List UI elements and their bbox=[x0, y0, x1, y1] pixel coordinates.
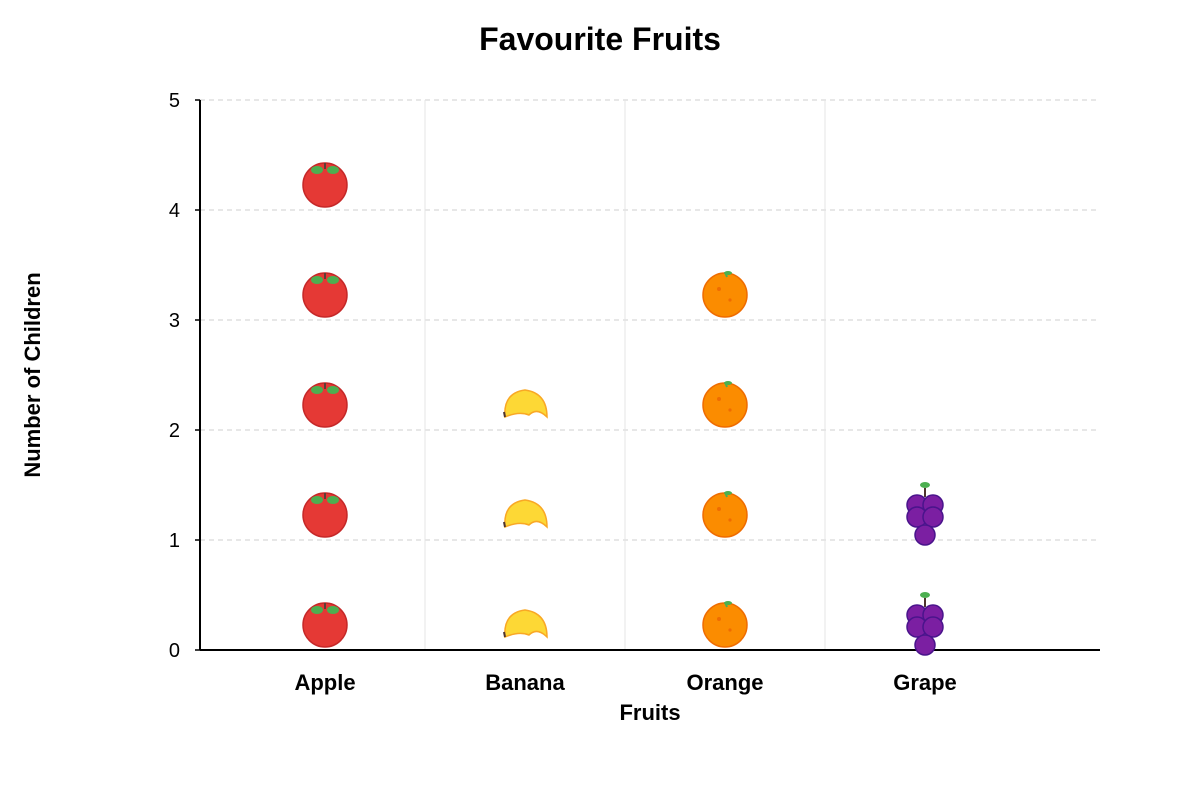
orange-icon bbox=[702, 381, 748, 428]
grid-lines bbox=[200, 99, 1100, 541]
x-tick-labels: Apple Banana Orange Grape bbox=[294, 670, 956, 695]
apple-icon bbox=[302, 272, 348, 318]
column-dividers bbox=[424, 100, 826, 650]
x-tick-label-banana: Banana bbox=[485, 670, 565, 695]
banana-icon bbox=[503, 609, 548, 639]
apple-icon bbox=[302, 382, 348, 428]
apple-icon bbox=[302, 162, 348, 208]
apple-icon bbox=[302, 492, 348, 538]
grape-icon bbox=[906, 592, 944, 656]
orange-icon bbox=[702, 271, 748, 318]
banana-icon bbox=[503, 499, 548, 529]
orange-icon bbox=[702, 491, 748, 538]
axes bbox=[199, 100, 1100, 651]
chart-title: Favourite Fruits bbox=[479, 21, 721, 57]
apple-icon bbox=[302, 602, 348, 648]
banana-icon bbox=[503, 389, 548, 419]
y-tick-label: 5 bbox=[169, 90, 180, 112]
y-ticks: 0 1 2 3 4 5 bbox=[169, 90, 200, 662]
y-tick-label: 3 bbox=[169, 310, 180, 332]
orange-icon bbox=[702, 601, 748, 648]
x-tick-label-grape: Grape bbox=[893, 670, 957, 695]
y-axis-title: Number of Children bbox=[20, 272, 45, 477]
y-tick-label: 1 bbox=[169, 530, 180, 552]
x-axis-title: Fruits bbox=[619, 700, 680, 725]
y-tick-label: 0 bbox=[169, 640, 180, 662]
fruit-icons bbox=[302, 162, 944, 656]
grape-icon bbox=[906, 482, 944, 546]
x-tick-label-apple: Apple bbox=[294, 670, 355, 695]
y-tick-label: 4 bbox=[169, 200, 180, 222]
y-tick-label: 2 bbox=[169, 420, 180, 442]
x-tick-label-orange: Orange bbox=[686, 670, 763, 695]
